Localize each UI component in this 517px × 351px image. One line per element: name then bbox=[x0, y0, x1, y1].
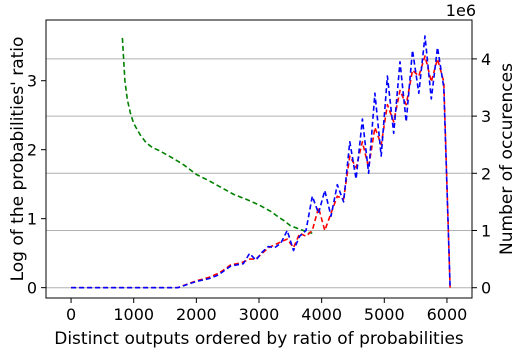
right-y-tick-label: 1 bbox=[481, 222, 491, 241]
series-line-1 bbox=[121, 37, 313, 234]
x-tick-label: 6000 bbox=[427, 305, 468, 324]
x-tick-label: 3000 bbox=[239, 305, 280, 324]
plot-area bbox=[71, 35, 451, 289]
series-line-2 bbox=[71, 55, 451, 289]
right-axis-offset-label: 1e6 bbox=[446, 1, 476, 20]
right-y-tick-label: 4 bbox=[481, 50, 491, 69]
x-tick-label: 2000 bbox=[176, 305, 217, 324]
right-y-axis-label: Number of occurences bbox=[497, 63, 517, 255]
right-y-tick-label: 0 bbox=[481, 279, 491, 298]
left-y-axis: 0 1 2 3 bbox=[27, 72, 46, 298]
right-y-axis: 0 1 2 3 4 bbox=[472, 50, 491, 298]
x-tick-label: 4000 bbox=[301, 305, 342, 324]
x-tick-label: 1000 bbox=[113, 305, 154, 324]
x-tick-label: 5000 bbox=[364, 305, 405, 324]
left-y-tick-label: 0 bbox=[27, 279, 37, 298]
x-tick-label: 0 bbox=[66, 305, 76, 324]
left-y-tick-label: 3 bbox=[27, 72, 37, 91]
left-y-tick-label: 2 bbox=[27, 141, 37, 160]
series-line-3 bbox=[71, 35, 451, 289]
right-y-tick-label: 2 bbox=[481, 164, 491, 183]
x-axis: 0 1000 2000 3000 4000 5000 6000 bbox=[66, 298, 467, 324]
right-y-tick-label: 3 bbox=[481, 107, 491, 126]
grid-lines bbox=[46, 58, 472, 289]
x-axis-label: Distinct outputs ordered by ratio of pro… bbox=[54, 329, 464, 349]
left-y-axis-label: Log of the probabilities' ratio bbox=[8, 37, 28, 282]
left-y-tick-label: 1 bbox=[27, 210, 37, 229]
